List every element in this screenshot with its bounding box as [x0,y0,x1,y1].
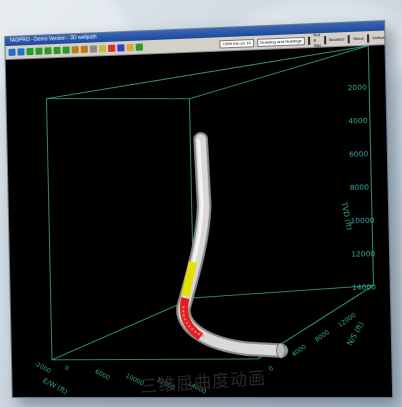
toolbar-button-icon[interactable] [126,44,133,51]
tick-label: 4000 [348,117,367,126]
tick-label: 12000 [351,250,375,259]
toolbar-button-icon[interactable] [90,45,97,52]
tick-label: -2000 [33,360,52,374]
3d-plot-area[interactable]: 2000 4000 6000 8000 10000 12000 14000 TVD (ft)… [6,45,392,397]
toolbar-button-icon[interactable] [117,44,124,51]
3d-wellpath-canvas[interactable]: 2000 4000 6000 8000 10000 12000 14000 TVD (ft)… [6,45,392,397]
wellbore-tube [178,137,285,358]
tick-label: 10000 [350,217,374,226]
legend-swatch [308,36,310,44]
legend-swatch [348,35,350,43]
legend-label: Rot & Slid [313,32,320,48]
toolbar-button-icon[interactable] [136,43,143,50]
legend-swatch [324,36,326,44]
toolbar-button-icon[interactable] [26,48,33,55]
mode-dropdown[interactable]: Drawing and Holdings [257,36,305,46]
tick-label: 8000 [350,183,369,192]
ns-axis-title: N/S (ft) [345,320,366,347]
toolbar-button-icon[interactable] [53,47,60,54]
tick-label: 14000 [352,283,376,292]
toolbar-button-icon[interactable] [99,45,106,52]
tick-label: 4000 [290,343,308,358]
toolbar-button-icon[interactable] [63,46,70,53]
depth-axis-title: TVD (ft) [339,200,353,231]
toolbar-button-icon[interactable] [35,48,42,55]
tick-label: 6000 [94,368,111,382]
toolbar-button-icon[interactable] [81,46,88,53]
depth-dropdown[interactable]: 1999 Kto sn 10 [219,38,254,48]
app-window: TADPRO - Demo Version - 3D wellpath 1999… [4,20,393,398]
tick-label: 2000 [348,83,367,92]
tick-label: 6000 [349,150,368,159]
ew-axis-title: E/W (ft) [41,377,69,397]
toolbar-button-icon[interactable] [8,49,15,56]
toolbar-button-icon[interactable] [44,47,51,54]
legend-label: Buckled [329,36,344,42]
legend-label: Helical [372,35,385,41]
tick-label: 8000 [314,329,332,344]
toolbar-button-icon[interactable] [108,45,115,52]
tick-label: 0 [63,364,70,372]
toolbar-button-icon[interactable] [17,48,24,55]
legend-label: Sinus [353,36,364,42]
tick-label: 0 [267,365,275,373]
toolbar-button-icon[interactable] [72,46,79,53]
legend-swatch [367,34,369,42]
